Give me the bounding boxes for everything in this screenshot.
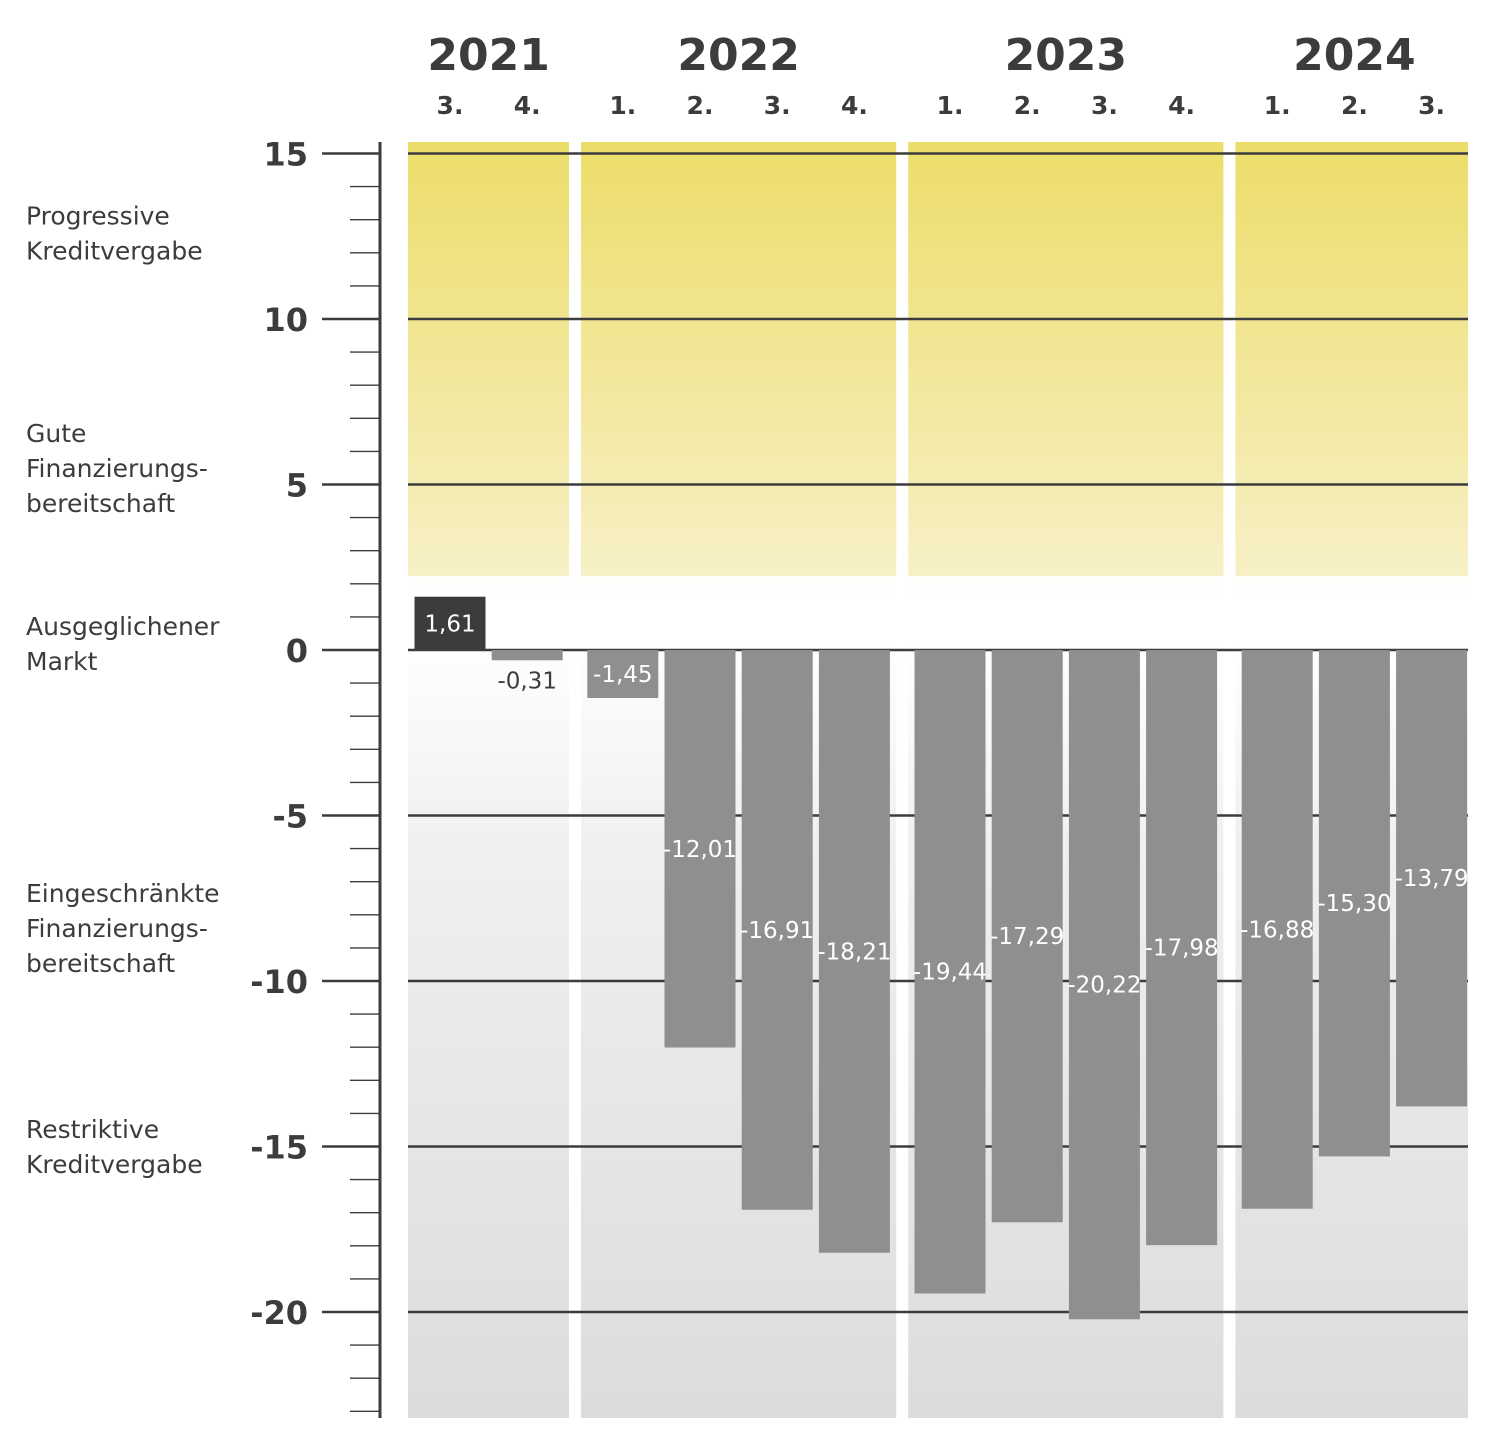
bar-9: [1146, 650, 1218, 1246]
zone-label-line: bereitschaft: [26, 489, 175, 518]
zone-label-4: Restriktive Kreditvergabe: [26, 1115, 203, 1179]
quarter-label: 2.: [1014, 91, 1041, 120]
y-tick-label: 10: [263, 301, 308, 339]
bar-4: [741, 650, 813, 1210]
quarter-label: 2.: [687, 91, 714, 120]
quarter-label: 4.: [1168, 91, 1195, 120]
value-label: -17,29: [990, 924, 1064, 950]
zone-label-line: Markt: [26, 647, 98, 676]
zone-label-0: Progressive Kreditvergabe: [26, 201, 203, 265]
bar-3: [664, 650, 736, 1048]
bar-2: [587, 650, 659, 698]
bar-8: [1068, 650, 1140, 1320]
y-tick-label: -10: [250, 963, 308, 1001]
y-tick-label: -20: [250, 1294, 308, 1332]
value-label: -1,45: [593, 662, 653, 688]
value-label: -16,91: [740, 918, 814, 944]
value-label: -19,44: [913, 960, 987, 986]
bar-1: [491, 650, 563, 661]
bar-6: [914, 650, 986, 1294]
quarter-label: 1.: [609, 91, 636, 120]
bar-7: [991, 650, 1063, 1223]
bar-11: [1318, 650, 1390, 1157]
year-label-2023: 2023: [1005, 30, 1127, 81]
y-tick-label: 5: [286, 467, 308, 505]
value-label: -12,01: [663, 837, 737, 863]
quarter-label: 1.: [937, 91, 964, 120]
value-label: -18,21: [817, 939, 891, 965]
quarter-label: 2.: [1341, 91, 1368, 120]
value-label: -0,31: [497, 668, 557, 694]
year-label-2024: 2024: [1293, 30, 1415, 81]
zone-label-3: Eingeschränkte Finanzierungs-bereitschaft: [26, 879, 220, 978]
quarter-label: 3.: [1418, 91, 1445, 120]
year-label-2022: 2022: [677, 30, 799, 81]
value-label: 1,61: [424, 611, 475, 637]
zone-label-2: Ausgeglichener Markt: [26, 612, 220, 676]
bars: 1,61-0,31 -1,45-12,01-16,91-18,21-19,44-1…: [414, 596, 1469, 1320]
zone-label-line: bereitschaft: [26, 949, 175, 978]
bar-0: [414, 596, 486, 650]
quarter-label: 3.: [1091, 91, 1118, 120]
zone-label-line: Gute: [26, 419, 86, 448]
band-2021: [408, 142, 569, 1418]
zone-label-1: Gute Finanzierungs-bereitschaft: [26, 419, 208, 518]
value-label: -16,88: [1240, 917, 1314, 943]
quarter-label: 3.: [764, 91, 791, 120]
y-tick-label: 0: [286, 632, 308, 670]
zone-label-line: Kreditvergabe: [26, 236, 203, 265]
zone-label-line: Restriktive: [26, 1115, 159, 1144]
quarter-label: 4.: [514, 91, 541, 120]
value-label: -17,98: [1145, 936, 1219, 962]
bar-10: [1241, 650, 1313, 1209]
quarter-label: 1.: [1264, 91, 1291, 120]
zone-label-line: Kreditvergabe: [26, 1150, 203, 1179]
zone-label-line: Finanzierungs-: [26, 914, 208, 943]
year-label-2021: 2021: [427, 30, 549, 81]
value-label: -13,79: [1395, 866, 1469, 892]
bar-12: [1396, 650, 1468, 1107]
quarter-label: 3.: [437, 91, 464, 120]
zone-label-line: Progressive: [26, 201, 170, 230]
y-axis: 15 10 5 0 -5 -10 -15 -20: [250, 136, 382, 1418]
zone-label-line: Ausgeglichener: [26, 612, 220, 641]
zone-labels: Progressive Kreditvergabe Gute Finanzierung…: [26, 201, 220, 1179]
value-label: -15,30: [1317, 891, 1391, 917]
bar-5: [818, 650, 890, 1253]
zone-label-line: Eingeschränkte: [26, 879, 220, 908]
y-tick-label: 15: [263, 136, 308, 174]
y-tick-label: -15: [250, 1129, 308, 1167]
y-tick-label: -5: [272, 798, 308, 836]
value-label: -20,22: [1067, 973, 1141, 999]
quarter-label: 4.: [841, 91, 868, 120]
zone-label-line: Finanzierungs-: [26, 454, 208, 483]
